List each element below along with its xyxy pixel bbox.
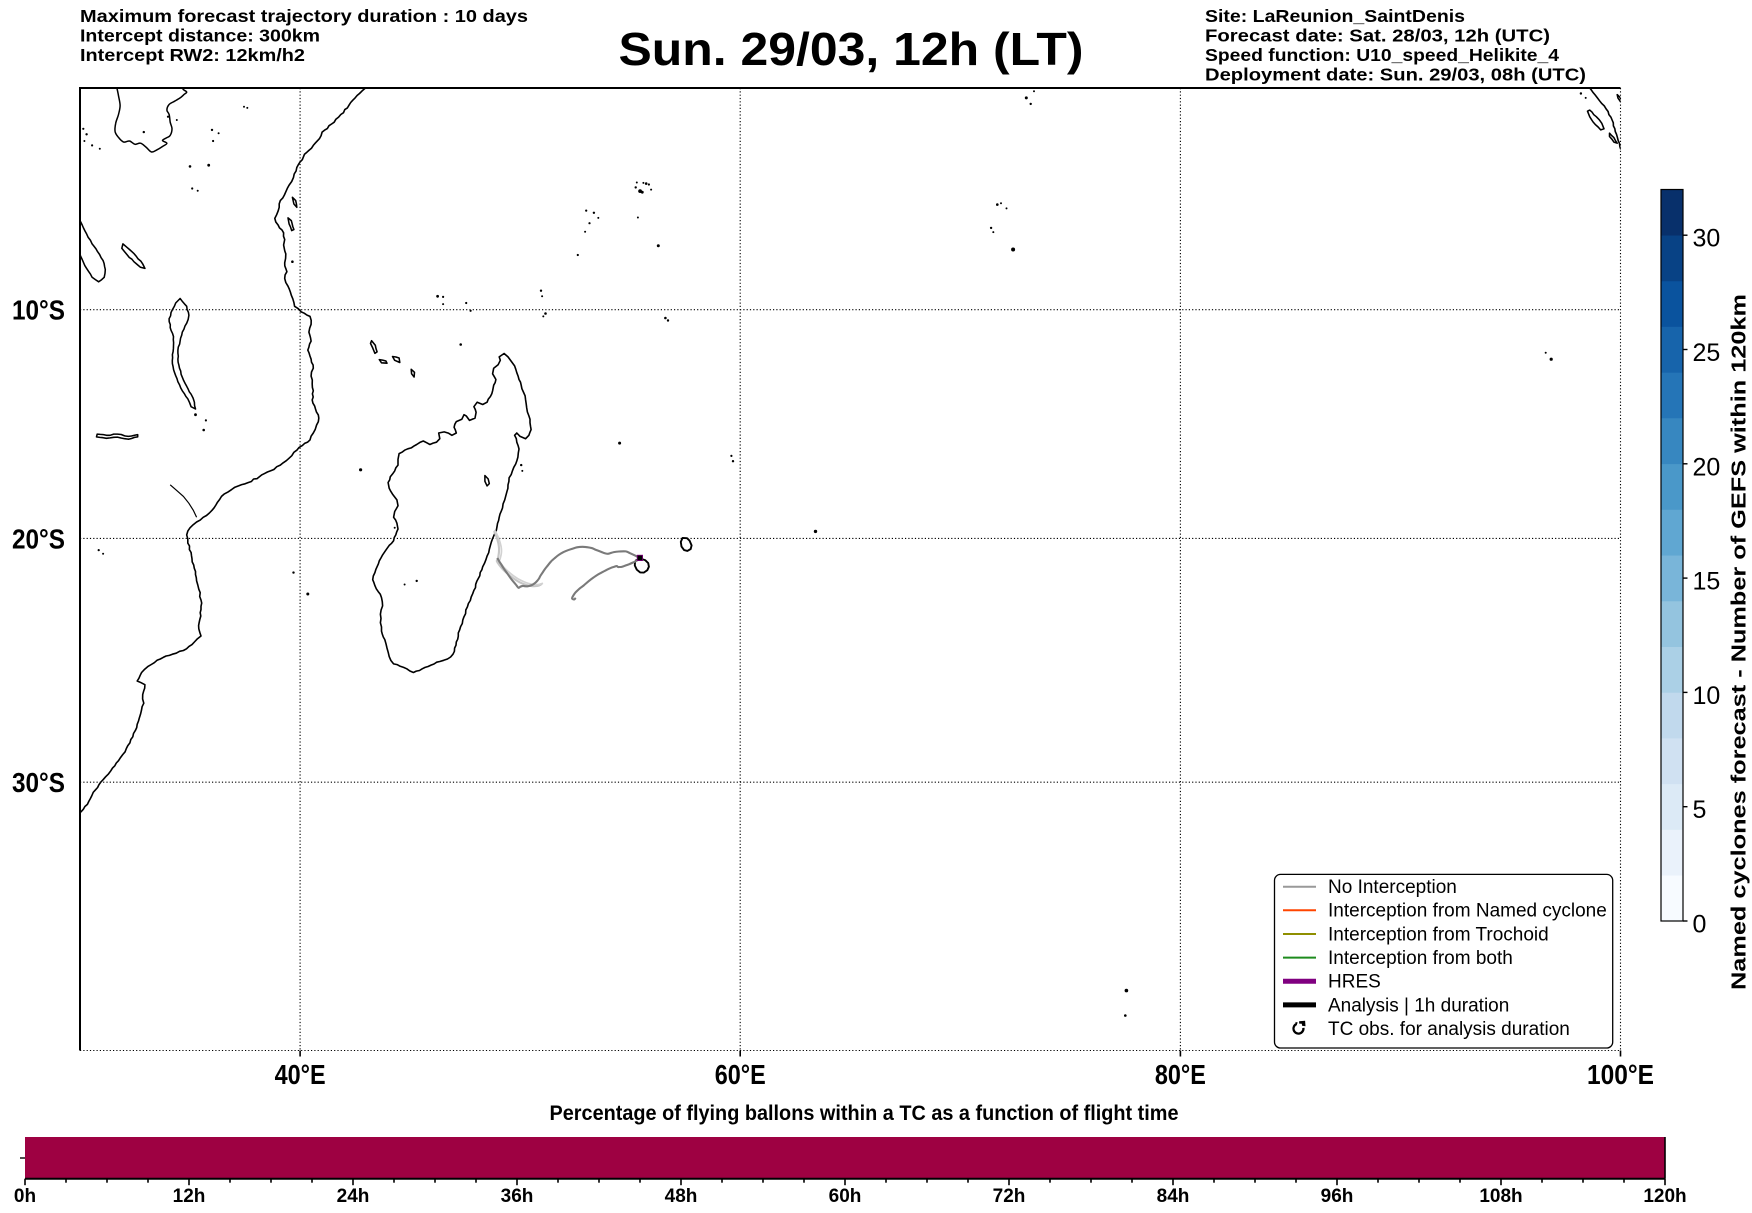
svg-text:25: 25 (1693, 339, 1721, 367)
svg-text:0: 0 (1693, 911, 1707, 939)
svg-text:20°S: 20°S (12, 523, 65, 554)
svg-text:24h: 24h (337, 1186, 370, 1207)
svg-text:108h: 108h (1479, 1186, 1522, 1207)
svg-text:Intercept distance: 300km: Intercept distance: 300km (80, 26, 320, 46)
svg-text:Intercept RW2: 12km/h2: Intercept RW2: 12km/h2 (80, 45, 305, 65)
svg-text:Site: LaReunion_SaintDenis: Site: LaReunion_SaintDenis (1205, 6, 1465, 26)
svg-text:40°E: 40°E (275, 1059, 326, 1090)
svg-text:0h: 0h (14, 1186, 36, 1207)
svg-text:84h: 84h (1157, 1186, 1190, 1207)
svg-text:Named cyclones forecast - Numb: Named cyclones forecast - Number of GEFS… (1728, 294, 1751, 990)
svg-text:Interception from Named cyclon: Interception from Named cyclone (1328, 901, 1607, 922)
svg-text:10: 10 (1693, 682, 1721, 710)
svg-text:Interception from both: Interception from both (1328, 948, 1513, 969)
svg-text:36h: 36h (501, 1186, 534, 1207)
svg-text:5: 5 (1693, 796, 1707, 824)
svg-text:96h: 96h (1321, 1186, 1354, 1207)
svg-text:100°E: 100°E (1587, 1059, 1654, 1090)
svg-text:120h: 120h (1643, 1186, 1686, 1207)
svg-text:No Interception: No Interception (1328, 877, 1457, 898)
svg-text:Interception from Trochoid: Interception from Trochoid (1328, 924, 1549, 945)
svg-text:60h: 60h (829, 1186, 862, 1207)
svg-text:15: 15 (1693, 568, 1721, 596)
svg-text:72h: 72h (993, 1186, 1026, 1207)
svg-text:Analysis | 1h duration: Analysis | 1h duration (1328, 995, 1509, 1016)
svg-text:30: 30 (1693, 225, 1721, 253)
svg-text:60°E: 60°E (715, 1059, 766, 1090)
svg-text:12h: 12h (173, 1186, 206, 1207)
svg-text:20: 20 (1693, 453, 1721, 481)
svg-text:HRES: HRES (1328, 972, 1381, 993)
svg-text:30°S: 30°S (12, 767, 65, 798)
svg-text:Percentage of flying ballons w: Percentage of flying ballons within a TC… (550, 1102, 1179, 1125)
svg-text:80°E: 80°E (1155, 1059, 1206, 1090)
svg-text:10°S: 10°S (12, 295, 65, 326)
svg-text:Deployment date: Sun. 29/03, 0: Deployment date: Sun. 29/03, 08h (UTC) (1205, 65, 1586, 85)
svg-text:Sun. 29/03, 12h (LT): Sun. 29/03, 12h (LT) (619, 23, 1084, 75)
svg-text:Maximum forecast trajectory du: Maximum forecast trajectory duration : 1… (80, 6, 528, 26)
svg-text:48h: 48h (665, 1186, 698, 1207)
svg-text:Speed function: U10_speed_Heli: Speed function: U10_speed_Helikite_4 (1205, 45, 1559, 65)
svg-text:TC obs. for analysis duration: TC obs. for analysis duration (1328, 1019, 1570, 1040)
svg-text:Forecast date: Sat. 28/03, 12h: Forecast date: Sat. 28/03, 12h (UTC) (1205, 26, 1550, 46)
